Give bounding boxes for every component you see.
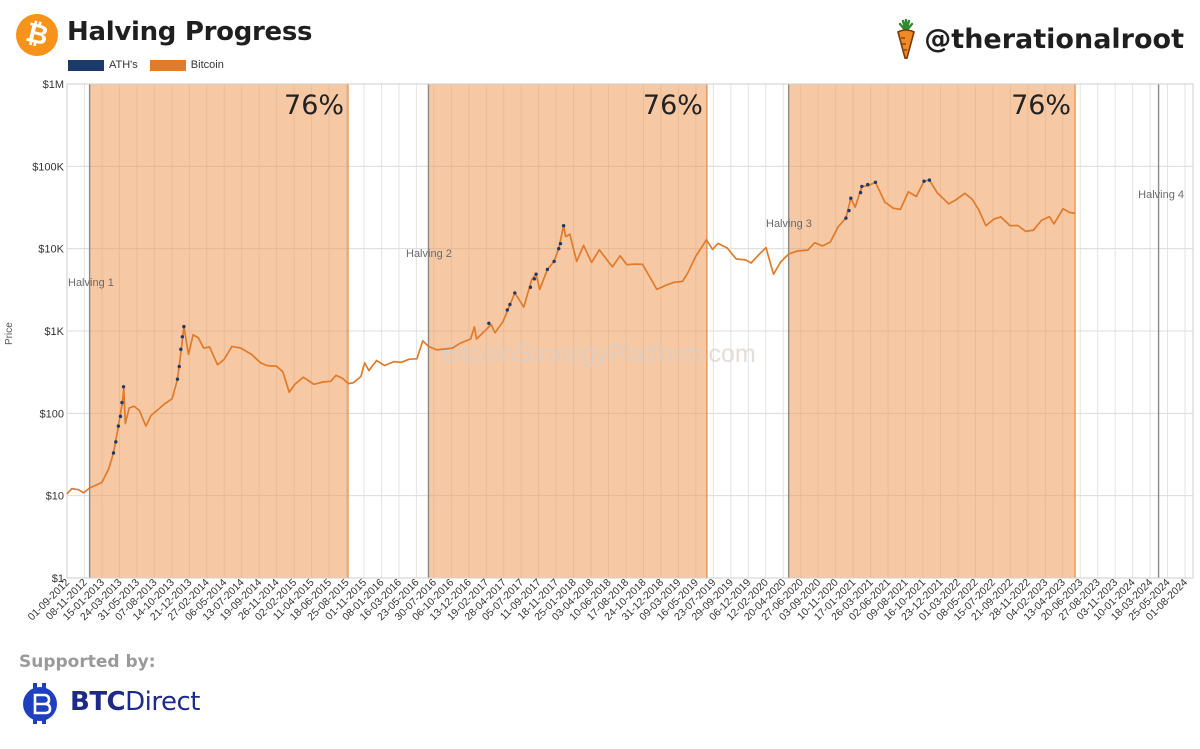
shaded-period-2 — [428, 84, 707, 578]
halving-label: Halving 2 — [406, 248, 452, 260]
ath-point — [120, 400, 124, 405]
legend-item-bitcoin[interactable]: Bitcoin — [149, 59, 224, 71]
ath-point — [532, 277, 537, 281]
ath-point — [534, 272, 538, 276]
chart-title: Halving Progress — [67, 17, 313, 47]
chart-legend: ATH's Bitcoin — [68, 59, 236, 71]
series-line-bitcoin — [66, 179, 1076, 495]
sponsor-name-rest: Direct — [125, 687, 200, 717]
y-tick-label: $100K — [32, 161, 64, 173]
y-tick-label: $10K — [38, 244, 64, 256]
author-handle: @therationalroot — [894, 19, 1184, 59]
price-chart: 76% 76% 76% Halving 1 Halving 2 Halving 3 Halv… — [26, 79, 1194, 623]
ath-point — [505, 308, 510, 312]
sponsor-name: BTCDirect — [70, 687, 200, 717]
ath-point — [177, 364, 181, 369]
ath-point — [847, 208, 851, 213]
handle-text: @therationalroot — [924, 23, 1184, 55]
ath-point — [182, 324, 186, 329]
legend-item-aths[interactable]: ATH's — [68, 59, 138, 71]
ath-point — [927, 178, 932, 182]
ath-point — [118, 414, 123, 419]
ath-point — [922, 179, 926, 183]
ath-point — [116, 424, 121, 428]
shaded-period-3 — [788, 84, 1076, 578]
ath-point — [121, 385, 126, 389]
period-progress-label: 76% — [643, 90, 703, 121]
sponsor-logo[interactable]: BTCDirect — [18, 680, 200, 724]
ath-point — [180, 335, 185, 339]
period-progress-label: 76% — [284, 90, 344, 121]
ath-point — [849, 196, 853, 200]
legend-label-bitcoin: Bitcoin — [190, 59, 224, 71]
ath-point — [508, 302, 512, 307]
period-progress-label: 76% — [1011, 90, 1071, 121]
y-tick-label: $100 — [40, 408, 64, 420]
ath-point — [844, 216, 848, 220]
halving-label: Halving 4 — [1138, 189, 1184, 201]
ath-point — [858, 190, 863, 195]
ath-point — [552, 259, 556, 264]
y-tick-label: $1K — [44, 326, 64, 338]
watermark: BitcoinStrategyPlatform.com — [440, 340, 755, 368]
shaded-period-1 — [89, 84, 349, 578]
ath-point — [866, 182, 870, 187]
supported-by-label: Supported by: — [19, 652, 156, 672]
legend-label-aths: ATH's — [109, 59, 138, 71]
carrot-icon — [897, 19, 916, 59]
legend-swatch-bitcoin — [149, 59, 186, 71]
ath-point — [179, 347, 183, 351]
ath-point — [487, 321, 491, 326]
ath-point — [114, 440, 118, 444]
ath-point — [558, 241, 563, 246]
halving-label: Halving 3 — [766, 218, 812, 230]
y-tick-label: $1 — [52, 573, 64, 585]
y-tick-label: $1M — [43, 79, 64, 91]
sponsor-name-bold: BTC — [70, 687, 126, 717]
ath-point — [111, 451, 116, 455]
y-tick-label: $10 — [46, 491, 64, 503]
ath-point — [528, 285, 533, 289]
btcdirect-logo-icon — [23, 683, 57, 724]
halving-label: Halving 1 — [68, 277, 114, 289]
legend-swatch-aths — [68, 59, 104, 71]
ath-point — [175, 377, 180, 381]
header: ₿ Halving Progress ATH's Bitcoin @therat… — [0, 0, 1200, 80]
ath-point — [545, 267, 550, 272]
plot-border — [66, 83, 1194, 579]
ath-point — [860, 184, 864, 189]
ath-point — [557, 246, 561, 251]
ath-point — [561, 224, 566, 228]
ath-point — [873, 180, 878, 184]
ath-point — [513, 291, 517, 295]
